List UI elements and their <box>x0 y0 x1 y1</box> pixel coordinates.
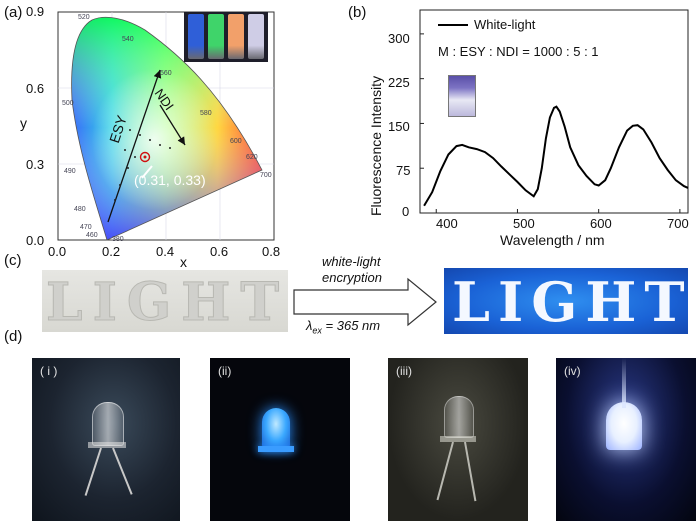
spec-frame <box>419 9 689 214</box>
led-lead-right-iii <box>464 441 477 502</box>
cie-ytick-0.6: 0.6 <box>26 81 45 96</box>
cie-xtick-0.8: 0.8 <box>262 244 281 259</box>
led-photo-i: ( i ) <box>32 358 180 521</box>
excitation-text: λex = 365 nm <box>306 318 380 336</box>
led-bulb-clear <box>92 402 124 446</box>
wl-560: 560 <box>160 70 172 77</box>
ratio-text: M : ESY : NDI = 1000 : 5 : 1 <box>438 44 599 59</box>
led-rim-blue <box>258 446 294 452</box>
white-vial-photo <box>448 75 476 117</box>
wl-600: 600 <box>230 138 242 145</box>
vials-photo <box>184 12 268 62</box>
spec-xtick-400: 400 <box>436 216 458 231</box>
spec-xtick-500: 500 <box>513 216 535 231</box>
wl-520: 520 <box>78 14 90 21</box>
wl-500: 500 <box>62 100 74 107</box>
wl-700: 700 <box>260 172 272 179</box>
revealed-word: LIGHT <box>452 270 688 334</box>
vial-white <box>248 14 264 59</box>
panel-label-a: (a) <box>4 4 23 21</box>
cie-xtick-0.2: 0.2 <box>102 244 121 259</box>
cie-ytick-0.3: 0.3 <box>26 157 45 172</box>
paper-after-photo: LIGHT <box>444 268 688 334</box>
led-bulb-coated <box>444 396 474 438</box>
spec-ytick-75: 75 <box>396 163 411 178</box>
wl-460: 460 <box>86 232 98 239</box>
spec-xtick-700: 700 <box>667 216 689 231</box>
wl-380: 380 <box>112 236 124 243</box>
lambda-symbol: λ <box>306 318 313 333</box>
wl-490: 490 <box>64 168 76 175</box>
cie-y-label: y <box>20 115 27 131</box>
led-label-iii: (iii) <box>396 364 412 378</box>
arrow-text-2: encryption <box>322 270 382 285</box>
panel-label-c: (c) <box>4 252 22 269</box>
paper-before-photo: LIGHT <box>42 270 288 332</box>
led-lead-right <box>112 447 133 495</box>
wl-480: 480 <box>74 206 86 213</box>
led-lead-left-iii <box>436 441 454 501</box>
vial-orange <box>228 14 244 59</box>
led-light-beam <box>622 358 626 408</box>
led-photo-ii: (ii) <box>210 358 350 521</box>
spec-ytick-150: 150 <box>388 119 410 134</box>
cie-xtick-0.0: 0.0 <box>48 244 67 259</box>
led-rim-coated <box>440 436 476 442</box>
legend-label: White-light <box>474 17 536 32</box>
led-bulb-white-glow <box>606 402 642 450</box>
led-lead-left <box>84 447 102 496</box>
spectrum-series-white-light <box>423 105 689 207</box>
cie-xtick-0.4: 0.4 <box>156 244 175 259</box>
wl-620: 620 <box>246 154 258 161</box>
led-label-iv: (iv) <box>564 364 581 378</box>
vial-blue <box>188 14 204 59</box>
cie-x-label: x <box>180 254 187 270</box>
cie-ytick-0.9: 0.9 <box>26 4 45 19</box>
arrow-text-1: white-light <box>322 254 381 269</box>
led-label-i: ( i ) <box>40 364 58 378</box>
vial-green <box>208 14 224 59</box>
spec-ytick-300: 300 <box>388 31 410 46</box>
spec-xtick-600: 600 <box>590 216 612 231</box>
hidden-word: LIGHT <box>45 272 288 333</box>
cie-ytick-0.0: 0.0 <box>26 233 45 248</box>
led-bulb-blue-glow <box>262 408 290 448</box>
wl-580: 580 <box>200 110 212 117</box>
panel-label-d: (d) <box>4 328 23 345</box>
led-rim <box>88 442 126 448</box>
spec-ytick-225: 225 <box>388 75 410 90</box>
lambda-sub: ex <box>312 325 322 336</box>
led-photo-iv: (iv) <box>556 358 696 521</box>
spec-x-label: Wavelength / nm <box>500 232 605 248</box>
lambda-value: = 365 nm <box>325 318 381 333</box>
wl-470: 470 <box>80 224 92 231</box>
spec-ytick-0: 0 <box>402 204 410 219</box>
white-point-label: (0.31, 0.33) <box>134 172 206 188</box>
led-photo-iii: (iii) <box>388 358 528 521</box>
panel-label-b: (b) <box>348 4 367 21</box>
cie-xtick-0.6: 0.6 <box>210 244 229 259</box>
led-label-ii: (ii) <box>218 364 232 378</box>
wl-540: 540 <box>122 36 134 43</box>
